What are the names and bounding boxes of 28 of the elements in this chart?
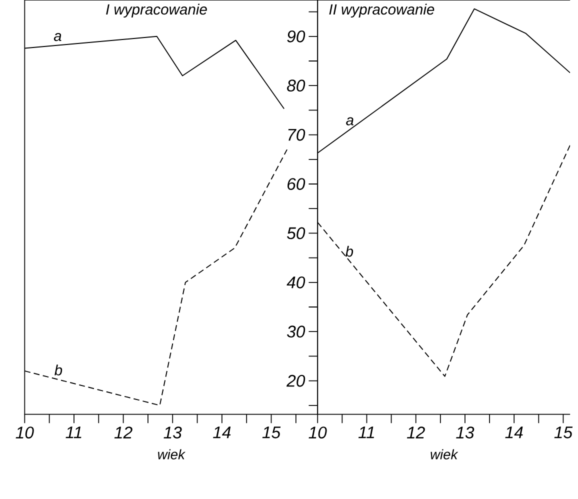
x-tick-label: 11: [66, 426, 82, 438]
x-tick-label: 12: [114, 426, 132, 438]
x-tick-label: 14: [505, 426, 523, 438]
y-tick-label: 50: [286, 227, 306, 240]
x-tick-label: 11: [358, 426, 374, 438]
x-tick-label: 15: [554, 426, 573, 438]
x-axis-title: wiek: [158, 449, 186, 460]
y-tick-label: 80: [287, 80, 306, 92]
series-label: b: [346, 246, 354, 257]
x-axis-title: wiek: [430, 449, 458, 460]
chart-title: II wypracowanie: [329, 4, 434, 18]
y-tick-label: 90: [287, 30, 306, 42]
x-tick-label: 13: [164, 426, 182, 438]
x-tick-label: 15: [262, 426, 281, 438]
y-tick-label: 40: [286, 276, 306, 288]
x-tick-label: 10: [308, 426, 327, 438]
series-label: a: [54, 32, 62, 42]
chart-title: I wypracowanie: [106, 4, 207, 18]
y-tick-label: 70: [288, 128, 306, 141]
series-label: a: [346, 117, 354, 126]
x-tick-label: 14: [213, 426, 231, 438]
x-tick-label: 13: [456, 426, 474, 438]
y-tick-label: 60: [288, 178, 306, 190]
y-tick-label: 30: [286, 326, 306, 338]
x-tick-label: 10: [16, 426, 34, 438]
x-tick-label: 12: [406, 426, 425, 438]
y-tick-label: 20: [286, 374, 306, 387]
series-label: b: [54, 364, 62, 376]
